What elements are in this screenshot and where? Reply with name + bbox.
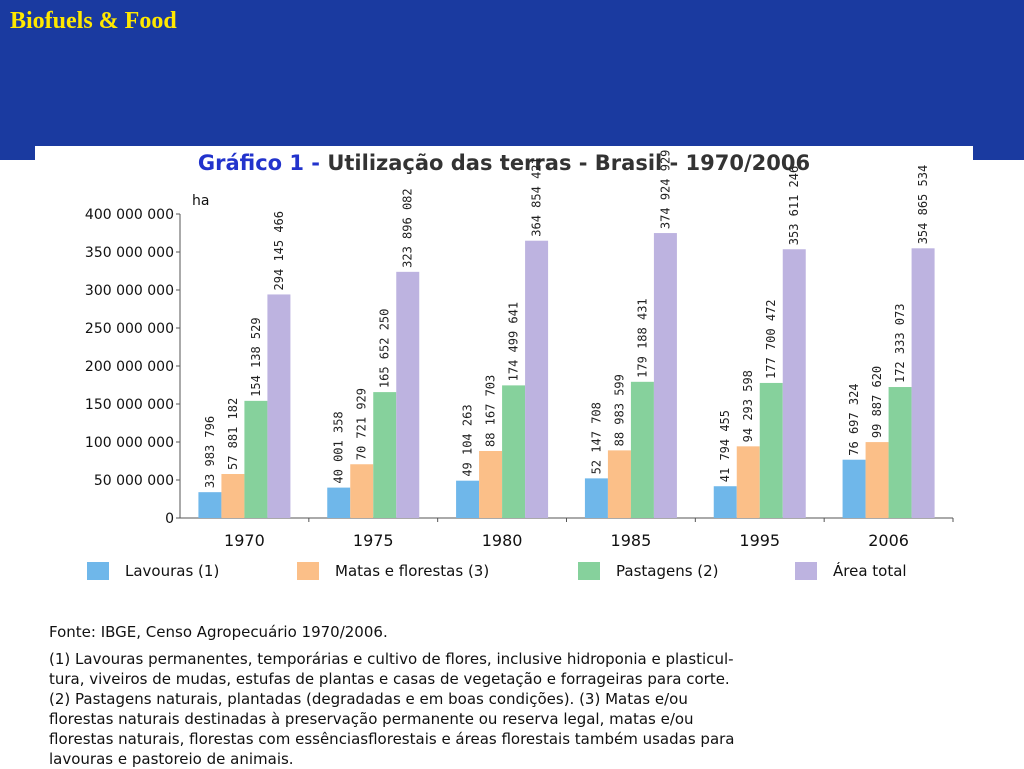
data-label: 70 721 929 <box>355 388 369 460</box>
bar <box>865 442 889 518</box>
bar <box>350 464 374 518</box>
source-note: Fonte: IBGE, Censo Agropecuário 1970/200… <box>49 623 388 641</box>
data-label: 41 794 455 <box>718 410 732 482</box>
data-label: 177 700 472 <box>764 299 778 378</box>
y-tick-label: 200 000 000 <box>85 359 174 375</box>
data-label: 354 865 534 <box>916 165 930 244</box>
legend-swatch <box>87 562 109 580</box>
data-label: 172 333 073 <box>893 304 907 383</box>
footnote-line: (2) Pastagens naturais, plantadas (degra… <box>49 690 688 708</box>
data-label: 353 611 246 <box>787 166 801 245</box>
data-label: 154 138 529 <box>249 317 263 396</box>
footnote-line: tura, viveiros de mudas, estufas de plan… <box>49 670 730 688</box>
chart-title: Gráfico 1 - Utilização das terras - Bras… <box>198 151 810 175</box>
data-label: 374 924 929 <box>658 150 672 229</box>
data-label: 57 881 182 <box>226 398 240 470</box>
data-label: 323 896 082 <box>401 188 415 267</box>
y-tick-label: 250 000 000 <box>85 321 174 337</box>
data-label: 364 854 421 <box>530 157 544 236</box>
chart-title-rest: Utilização das terras - Brasil - 1970/20… <box>327 151 810 175</box>
data-label: 88 983 599 <box>612 374 626 446</box>
data-label: 99 887 620 <box>870 366 884 438</box>
x-tick-label: 1970 <box>224 531 265 550</box>
bar <box>630 381 654 518</box>
y-tick-label: 400 000 000 <box>85 207 174 223</box>
y-tick-label: 50 000 000 <box>94 473 174 489</box>
bar <box>479 450 503 518</box>
footnote-line: lavouras e pastoreio de animais. <box>49 750 294 768</box>
bar <box>842 459 866 518</box>
y-axis-unit: ha <box>192 193 209 209</box>
bar <box>713 486 737 518</box>
data-label: 179 188 431 <box>635 298 649 377</box>
data-label: 294 145 466 <box>272 211 286 290</box>
legend-swatch <box>578 562 600 580</box>
bar <box>888 387 912 518</box>
legend-label: Área total <box>833 561 907 580</box>
bar <box>327 487 351 518</box>
x-tick-label: 2006 <box>868 531 909 550</box>
legend-swatch <box>795 562 817 580</box>
data-label: 88 167 703 <box>484 375 498 447</box>
x-tick-label: 1985 <box>611 531 652 550</box>
bar <box>653 233 677 518</box>
bar <box>244 400 268 518</box>
bar <box>911 248 935 518</box>
bar <box>198 492 222 518</box>
legend-swatch <box>297 562 319 580</box>
x-tick-label: 1980 <box>482 531 523 550</box>
slide-header: Biofuels & Food <box>0 0 1024 160</box>
footnote-line: florestas naturais destinadas à preserva… <box>49 710 694 728</box>
footnote-line: (1) Lavouras permanentes, temporárias e … <box>49 650 734 668</box>
footnote-line: florestas naturais, florestas com essênc… <box>49 730 735 748</box>
slide-title: Biofuels & Food <box>10 8 177 34</box>
y-tick-label: 350 000 000 <box>85 245 174 261</box>
y-tick-label: 150 000 000 <box>85 397 174 413</box>
bar <box>736 446 760 518</box>
bar <box>373 392 397 518</box>
data-label: 33 983 796 <box>203 416 217 488</box>
bar <box>267 294 291 518</box>
data-label: 49 104 263 <box>461 404 475 476</box>
data-label: 40 001 358 <box>332 411 346 483</box>
bar-chart: Gráfico 1 - Utilização das terras - Bras… <box>85 150 954 580</box>
bar <box>759 382 783 518</box>
y-tick-label: 0 <box>165 511 174 527</box>
data-label: 94 293 598 <box>741 370 755 442</box>
bar <box>525 240 549 518</box>
bar <box>502 385 526 518</box>
y-tick-label: 100 000 000 <box>85 435 174 451</box>
x-tick-label: 1975 <box>353 531 394 550</box>
data-label: 165 652 250 <box>378 309 392 388</box>
data-label: 174 499 641 <box>507 302 521 381</box>
bar <box>584 478 608 518</box>
bar <box>782 249 806 518</box>
plot-area: 0 50 000 000 100 000 000 150 000 000 200 000… <box>85 150 954 580</box>
bar <box>396 271 420 518</box>
chart-title-prefix: Gráfico 1 - <box>198 151 327 175</box>
chart-figure: Gráfico 1 - Utilização das terras - Bras… <box>35 146 973 768</box>
bar <box>221 474 245 518</box>
data-label: 76 697 324 <box>847 383 861 455</box>
y-tick-label: 300 000 000 <box>85 283 174 299</box>
legend-label: Pastagens (2) <box>616 562 719 580</box>
x-tick-label: 1995 <box>739 531 780 550</box>
bar <box>456 480 480 518</box>
footnotes: (1) Lavouras permanentes, temporárias e … <box>49 649 949 769</box>
legend-label: Matas e florestas (3) <box>335 562 489 580</box>
data-label: 52 147 708 <box>589 402 603 474</box>
bar <box>607 450 631 518</box>
legend-label: Lavouras (1) <box>125 562 219 580</box>
